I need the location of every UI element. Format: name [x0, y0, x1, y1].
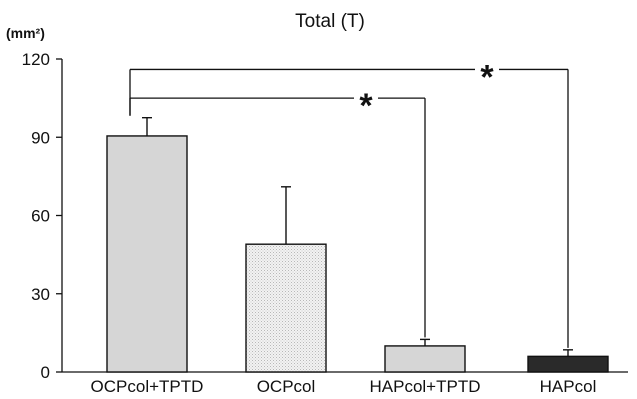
bar-ocpcol: [245, 243, 327, 373]
chart-title: Total (T): [295, 11, 365, 32]
bar-ocpcol-tptd: [106, 135, 188, 373]
significance-marker-background: [475, 57, 499, 82]
significance-asterisk: *: [359, 87, 373, 125]
plot-area: 0 30 60 90 120 OCPcol+TPTD OCPcol HAPcol+TPTD HA…: [22, 50, 628, 396]
x-category-label: HAPcol: [540, 377, 597, 396]
x-category-label: OCPcol+TPTD: [91, 377, 204, 396]
bar-hapcol: [527, 355, 609, 373]
y-tick-label: 120: [22, 50, 50, 69]
significance-marker-background: [354, 86, 378, 111]
y-tick-label: 0: [41, 363, 50, 382]
y-axis-unit-label: (mm²): [6, 25, 45, 41]
bar-hapcol-tptd: [384, 345, 466, 373]
y-tick-label: 60: [31, 207, 50, 226]
y-tick-label: 30: [31, 285, 50, 304]
significance-asterisk: *: [480, 58, 494, 96]
x-category-label: OCPcol: [257, 377, 316, 396]
y-tick-label: 90: [31, 128, 50, 147]
x-category-label: HAPcol+TPTD: [370, 377, 481, 396]
